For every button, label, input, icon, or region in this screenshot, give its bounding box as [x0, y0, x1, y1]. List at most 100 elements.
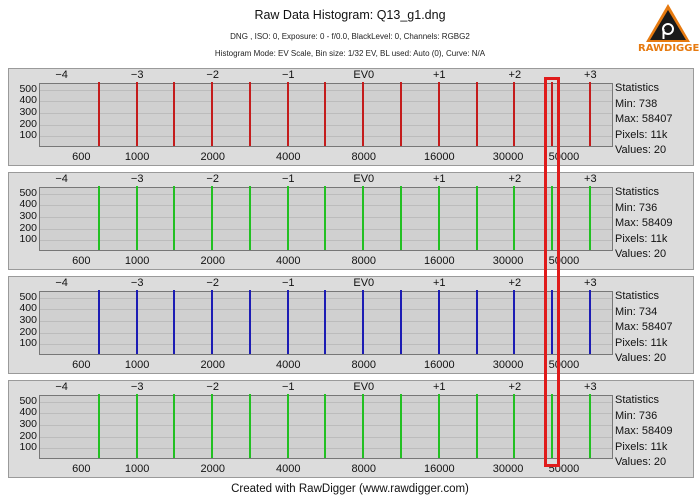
- value-tick-label: 16000: [423, 463, 455, 475]
- exif-info: DNG , ISO: 0, Exposure: 0 - f/0.0, Black…: [230, 32, 470, 41]
- y-tick-label: 400: [19, 302, 37, 315]
- histogram-bar: [135, 290, 138, 354]
- y-tick-label: 100: [19, 233, 37, 246]
- histogram-bar: [513, 82, 516, 146]
- histogram-bar: [248, 394, 251, 458]
- histogram-bar: [362, 290, 365, 354]
- value-tick-label: 1000: [124, 255, 150, 267]
- stats-max: Max: 58409: [615, 217, 673, 230]
- histogram-bar: [248, 186, 251, 250]
- ev-tick-label: +2: [508, 69, 522, 81]
- ev-tick-label: +1: [433, 69, 446, 81]
- logo-text: RAWDIGGER: [638, 43, 700, 54]
- value-tick-label: 2000: [200, 151, 225, 163]
- histogram-plot-area: [39, 290, 613, 355]
- y-tick-label: 400: [19, 406, 37, 419]
- ev-tick-label: −4: [55, 69, 68, 81]
- histogram-bar: [324, 186, 327, 250]
- y-tick-label: 200: [19, 117, 37, 130]
- y-tick-label: 100: [19, 337, 37, 350]
- y-tick-label: 400: [19, 198, 37, 211]
- histogram-bar: [362, 186, 365, 250]
- histogram-bar: [400, 186, 403, 250]
- histogram-bar: [211, 290, 214, 354]
- ev-tick-label: −4: [55, 173, 68, 185]
- histogram-bar: [248, 290, 251, 354]
- value-tick-label: 4000: [275, 463, 301, 475]
- ev-tick-label: +1: [433, 277, 446, 289]
- histogram-bar: [211, 186, 214, 250]
- ev-tick-label: +1: [433, 381, 446, 393]
- value-tick-label: 50000: [548, 359, 580, 371]
- stats-values: Values: 20: [615, 456, 667, 469]
- histogram-bar: [400, 394, 403, 458]
- stats-values: Values: 20: [615, 248, 667, 261]
- value-tick-label: 2000: [200, 463, 225, 475]
- value-tick-label: 8000: [351, 359, 376, 371]
- stats-min: Min: 738: [615, 97, 658, 110]
- value-tick-label: 4000: [275, 255, 301, 267]
- histogram-bar: [324, 82, 327, 146]
- ev-tick-label: −3: [130, 173, 144, 185]
- stats-max: Max: 58407: [615, 321, 673, 334]
- value-tick-label: 4000: [275, 359, 301, 371]
- histogram-bar: [400, 290, 403, 354]
- ev-tick-label: −3: [130, 69, 144, 81]
- window-title: Raw Data Histogram: Q13_g1.dng: [254, 8, 446, 22]
- stats-title: Statistics: [615, 186, 660, 198]
- ev-tick-label: −3: [130, 277, 144, 289]
- histogram-bar: [551, 82, 554, 146]
- stats-min: Min: 736: [615, 409, 658, 422]
- value-tick-label: 30000: [492, 463, 524, 475]
- value-tick-label: 8000: [351, 151, 376, 163]
- ev-tick-label: −2: [206, 381, 219, 393]
- stats-title: Statistics: [615, 82, 660, 94]
- value-tick-label: 2000: [200, 359, 225, 371]
- histogram-bar: [211, 394, 214, 458]
- histogram-bar: [286, 290, 289, 354]
- histogram-settings: Histogram Mode: EV Scale, Bin size: 1/32…: [214, 49, 486, 58]
- y-tick-label: 200: [19, 325, 37, 338]
- value-tick-label: 600: [72, 359, 91, 371]
- ev-tick-label: +3: [584, 277, 597, 289]
- histogram-bar: [437, 82, 440, 146]
- value-tick-label: 4000: [275, 151, 301, 163]
- histogram-bar: [135, 186, 138, 250]
- statistics-block: Statistics Min: 738 Max: 58407 Pixels: 11k V…: [615, 81, 672, 159]
- histogram-bar: [362, 394, 365, 458]
- value-tick-label: 600: [72, 463, 91, 475]
- y-tick-label: 100: [19, 441, 37, 454]
- y-tick-label: 500: [19, 394, 37, 407]
- histogram-bar: [173, 186, 176, 250]
- ev-tick-label: +2: [508, 381, 522, 393]
- stats-pixels: Pixels: 11k: [615, 336, 668, 349]
- histogram-bar: [588, 394, 591, 458]
- histogram-bar: [513, 394, 516, 458]
- histogram-bar: [475, 82, 478, 146]
- histogram-bar: [135, 82, 138, 146]
- ev-tick-label: −2: [206, 277, 219, 289]
- histogram-bar: [97, 290, 100, 354]
- histogram-bar: [475, 186, 478, 250]
- histogram-bar: [362, 82, 365, 146]
- value-tick-label: 1000: [124, 151, 150, 163]
- histogram-bar: [324, 394, 327, 458]
- stats-max: Max: 58407: [615, 113, 673, 126]
- histogram-bar: [135, 394, 138, 458]
- histogram-bar: [286, 394, 289, 458]
- histogram-bar: [437, 290, 440, 354]
- histogram-bar: [286, 82, 289, 146]
- ev-tick-label: −1: [281, 173, 295, 185]
- value-tick-label: 1000: [124, 359, 150, 371]
- histogram-bar: [211, 82, 214, 146]
- value-tick-label: 30000: [492, 359, 524, 371]
- ev-tick-label: +3: [584, 173, 597, 185]
- ev-tick-label: −1: [281, 381, 295, 393]
- rawdigger-logo: RAWDIGGER: [638, 2, 700, 56]
- stats-title: Statistics: [615, 394, 660, 406]
- footer-credit: Created with RawDigger (www.rawdigger.co…: [231, 483, 469, 495]
- histogram-bar: [551, 290, 554, 354]
- ev-tick-label: −3: [130, 381, 144, 393]
- y-tick-label: 200: [19, 221, 37, 234]
- y-tick-label: 100: [19, 129, 37, 142]
